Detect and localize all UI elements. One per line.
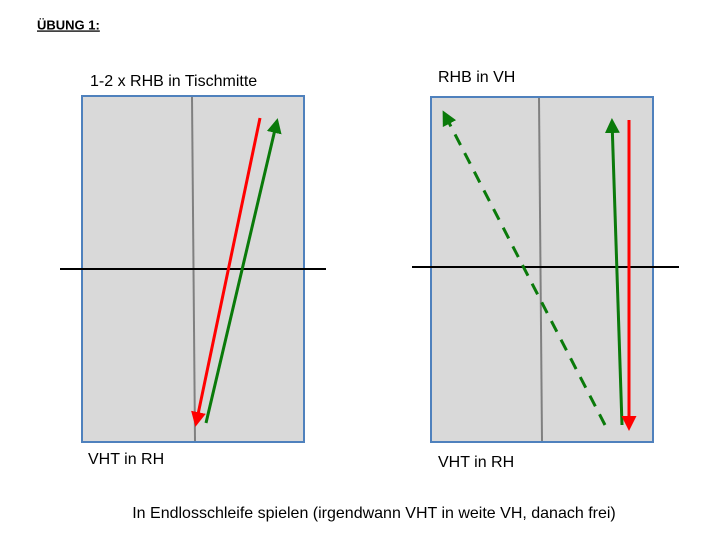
arrow-green xyxy=(604,118,624,426)
table-right xyxy=(412,96,679,443)
arrow-green xyxy=(204,118,282,424)
top-label: 1-2 x RHB in Tischmitte xyxy=(90,73,257,90)
bottom-label: VHT in RH xyxy=(438,454,514,471)
table-left xyxy=(60,95,326,443)
top-label: RHB in VH xyxy=(438,69,515,86)
center-line xyxy=(538,97,543,442)
title: ÜBUNG 1: xyxy=(37,17,100,32)
bottom-label: VHT in RH xyxy=(88,451,164,468)
arrow-green-dashed xyxy=(442,110,607,426)
arrow-red xyxy=(191,117,262,427)
footer-text: In Endlosschleife spielen (irgendwann VH… xyxy=(132,505,616,522)
